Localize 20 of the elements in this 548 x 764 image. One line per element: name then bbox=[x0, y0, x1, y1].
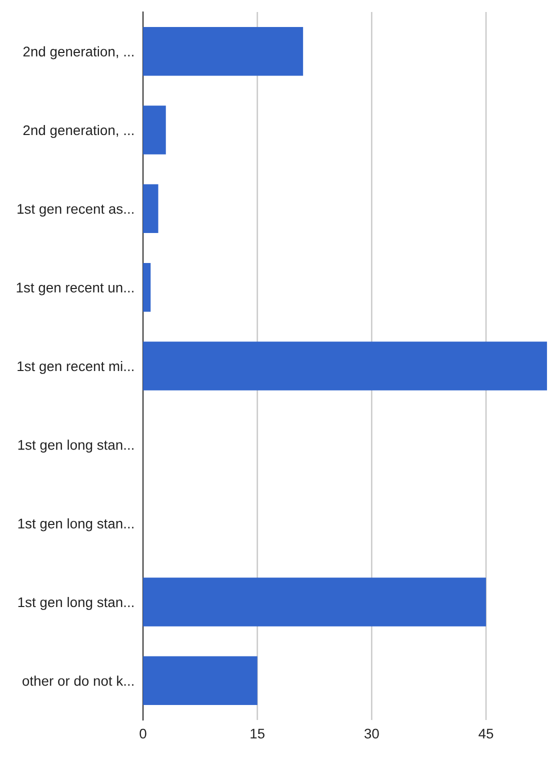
y-tick-label: 1st gen recent as... bbox=[18, 204, 134, 217]
y-tick-label: 1st gen recent mi... bbox=[18, 360, 134, 374]
bar bbox=[143, 106, 166, 154]
y-tick-label: 1st gen long stan... bbox=[18, 596, 134, 610]
bar bbox=[143, 578, 486, 626]
x-tick-label: 30 bbox=[364, 728, 379, 739]
bar bbox=[143, 656, 258, 706]
x-tick-label: 45 bbox=[478, 728, 494, 739]
y-tick-label: 1st gen long stan... bbox=[18, 518, 134, 532]
x-tick-label: 15 bbox=[250, 728, 264, 739]
bar bbox=[143, 262, 151, 312]
x-tick-label: 0 bbox=[140, 728, 146, 739]
y-tick-label: 1st gen recent un... bbox=[16, 282, 134, 296]
y-tick-label: other or do not k... bbox=[22, 676, 134, 686]
bar bbox=[143, 342, 547, 390]
bar bbox=[143, 184, 158, 234]
y-tick-label: 2nd generation, ... bbox=[23, 46, 134, 60]
y-tick-label: 2nd generation, ... bbox=[23, 124, 134, 138]
y-tick-label: 1st gen long stan... bbox=[18, 440, 134, 453]
bar bbox=[143, 26, 304, 76]
